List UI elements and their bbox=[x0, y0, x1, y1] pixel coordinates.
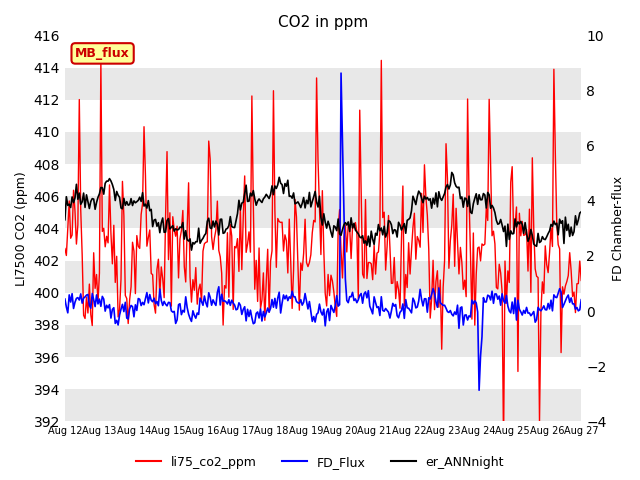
Text: MB_flux: MB_flux bbox=[76, 47, 130, 60]
Bar bbox=[65, 389, 581, 421]
Bar bbox=[65, 132, 581, 164]
Y-axis label: LI7500 CO2 (ppm): LI7500 CO2 (ppm) bbox=[15, 171, 28, 286]
Bar bbox=[65, 261, 581, 293]
Bar bbox=[65, 196, 581, 228]
Bar bbox=[65, 325, 581, 357]
Title: CO2 in ppm: CO2 in ppm bbox=[278, 15, 368, 30]
Bar bbox=[65, 68, 581, 100]
Legend: li75_co2_ppm, FD_Flux, er_ANNnight: li75_co2_ppm, FD_Flux, er_ANNnight bbox=[131, 451, 509, 474]
Y-axis label: FD Chamber-flux: FD Chamber-flux bbox=[612, 176, 625, 281]
